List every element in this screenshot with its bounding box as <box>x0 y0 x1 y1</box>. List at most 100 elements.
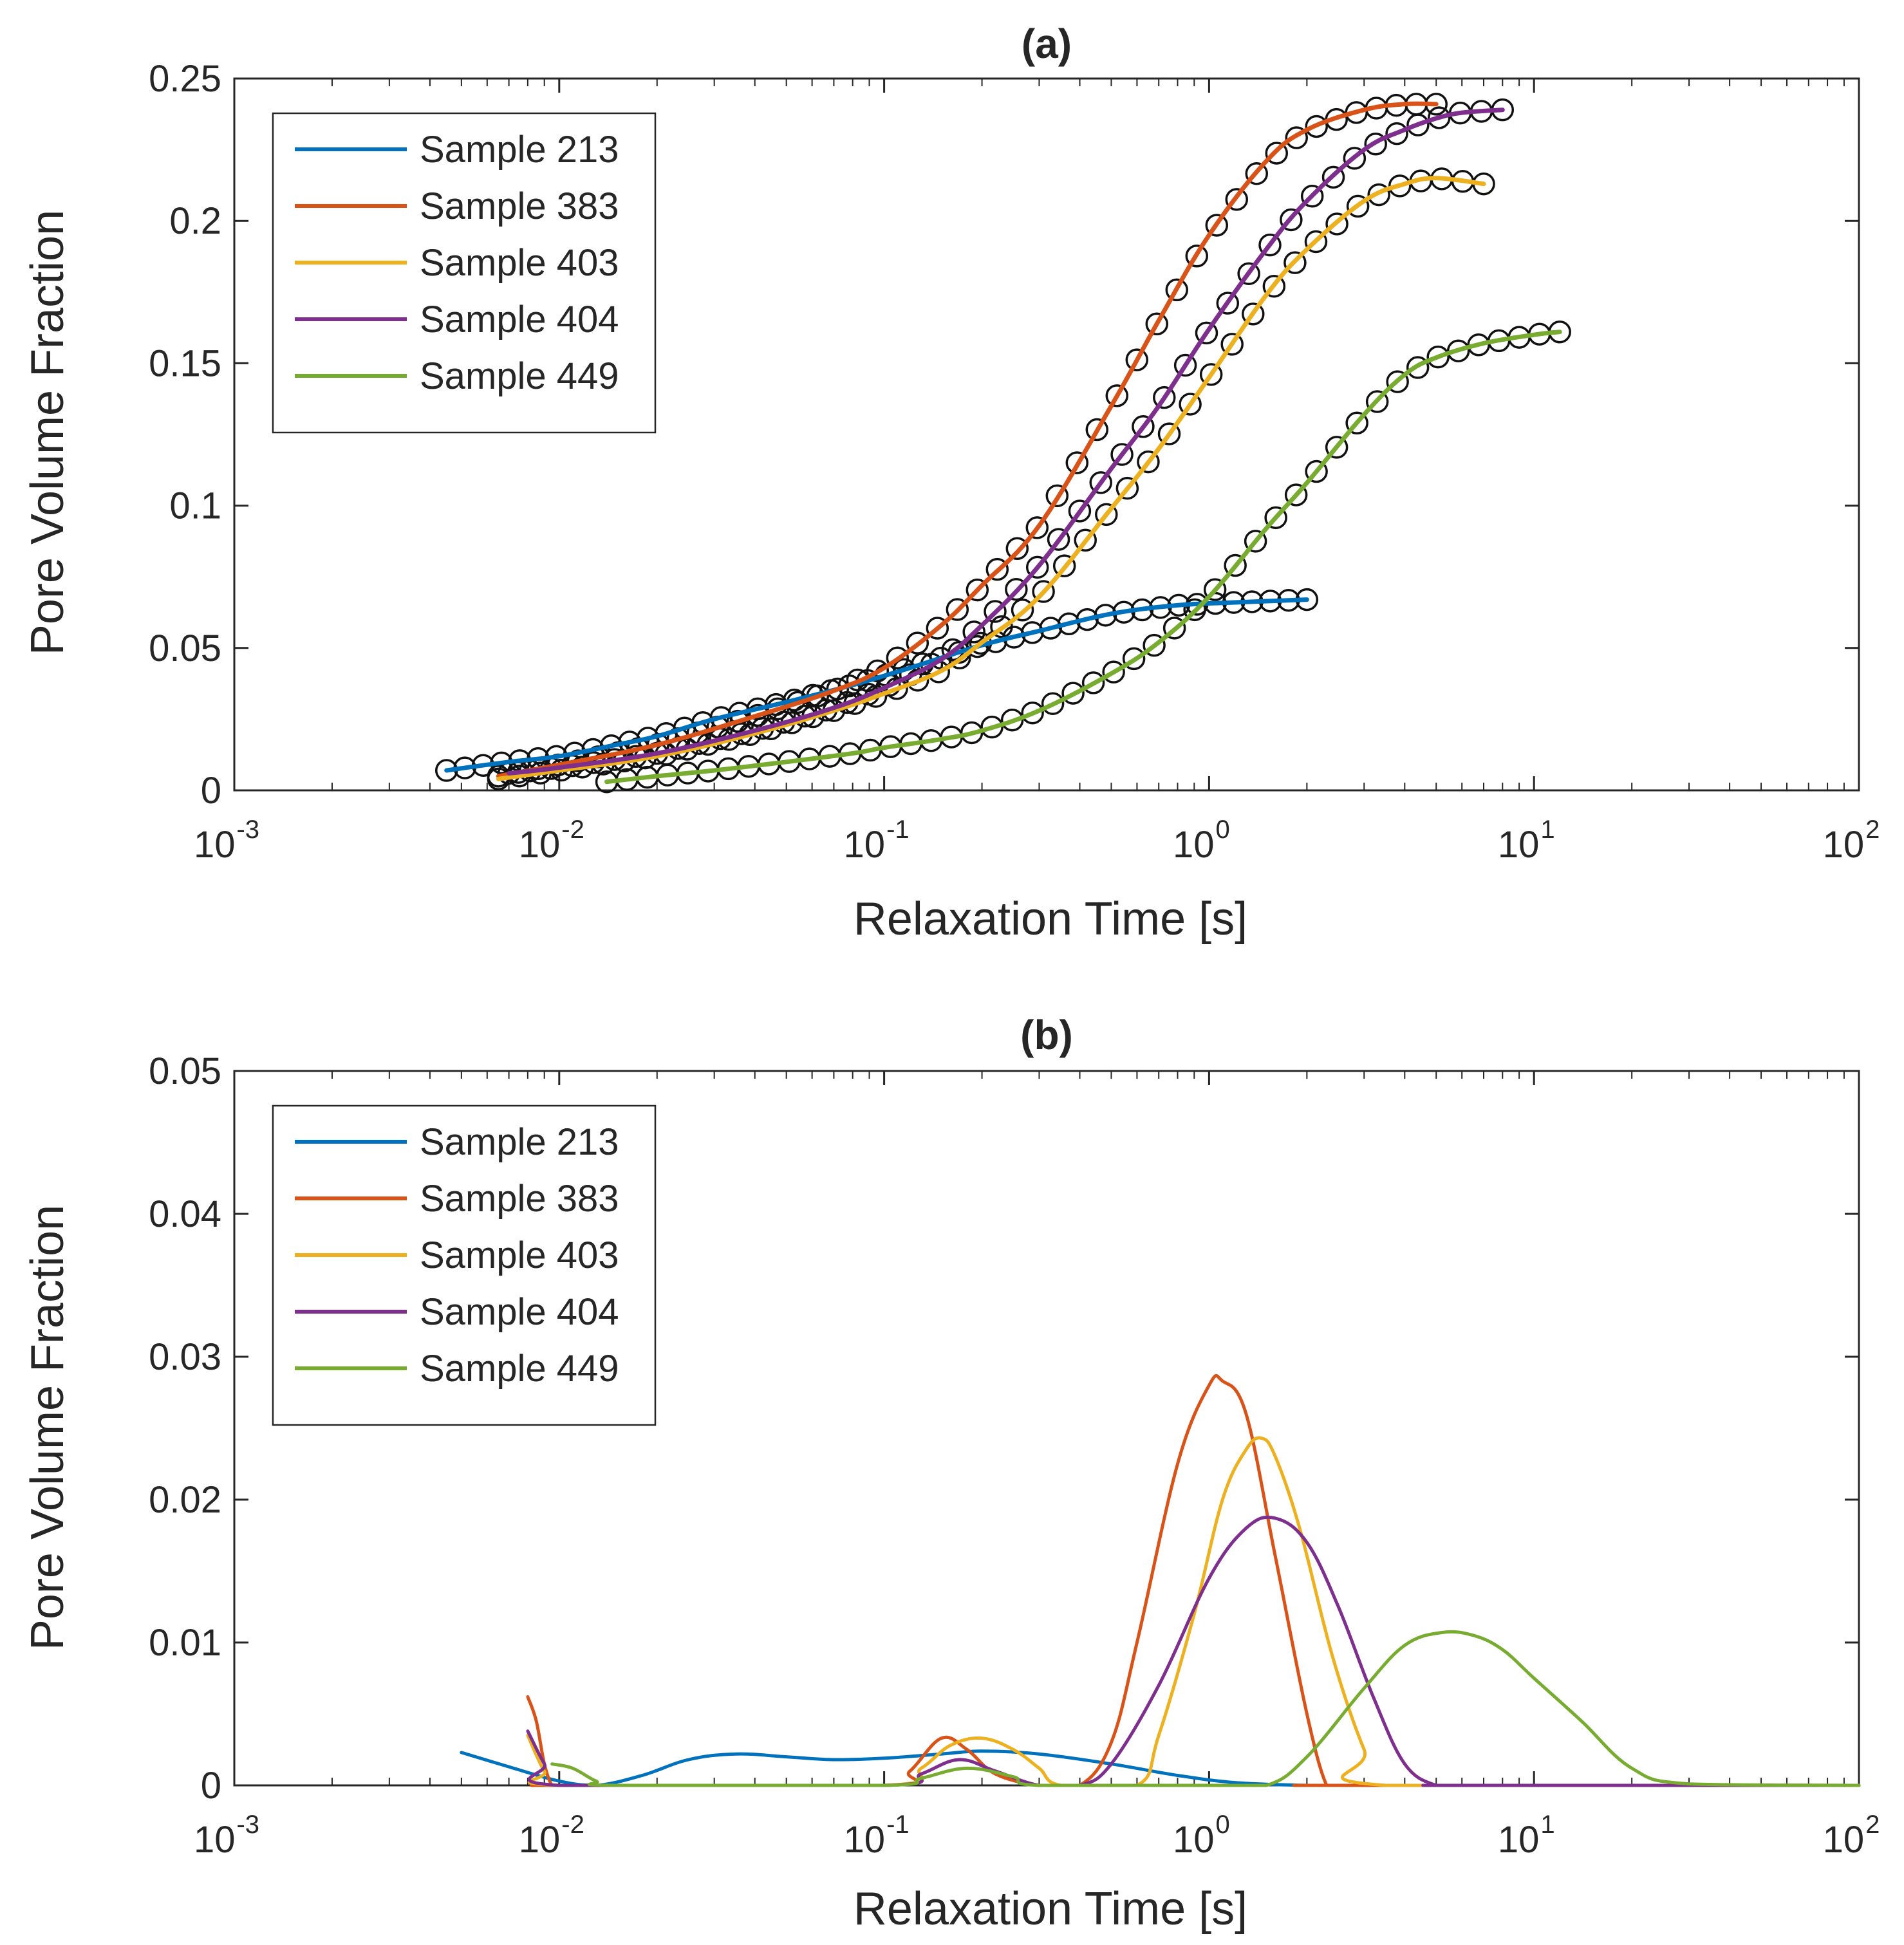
legend-label: Sample 449 <box>420 355 619 397</box>
data-point-marker <box>1110 443 1134 466</box>
data-point-marker <box>1132 415 1155 438</box>
panel-a-ylabel: Pore Volume Fraction <box>22 210 73 655</box>
data-point-marker <box>1321 165 1345 189</box>
data-point-marker <box>1220 333 1244 356</box>
data-point-marker <box>1258 233 1282 257</box>
data-point-marker <box>1032 580 1055 603</box>
data-point-marker <box>1011 599 1034 622</box>
data-point-marker <box>1081 671 1105 694</box>
y-tick-label: 0.05 <box>149 1050 221 1092</box>
data-point-marker <box>1074 528 1097 552</box>
panel-a-ticks <box>233 77 1860 792</box>
data-point-marker <box>1045 484 1069 508</box>
data-point-marker <box>1386 370 1409 393</box>
data-point-marker <box>1095 503 1118 526</box>
data-point-marker <box>1005 577 1028 601</box>
x-tick-label: 101 <box>1498 815 1555 866</box>
x-tick-exponent: -2 <box>561 1810 584 1839</box>
data-point-marker <box>1137 450 1160 474</box>
legend-label: Sample 213 <box>420 129 619 171</box>
data-point-marker <box>1203 578 1227 601</box>
data-point-marker <box>1021 621 1044 644</box>
series-line-sample-449 <box>604 330 1562 785</box>
data-point-marker <box>1225 188 1249 211</box>
panel-b-ytick-labels: 0 0.01 0.02 0.03 0.04 0.05 <box>149 1050 221 1807</box>
data-point-marker <box>1406 113 1430 136</box>
y-tick-label: 0 <box>201 1765 221 1807</box>
data-point-marker <box>1061 682 1085 705</box>
data-point-marker <box>946 598 969 621</box>
y-tick-label: 0.02 <box>149 1479 221 1521</box>
legend-label: Sample 404 <box>420 299 619 340</box>
data-point-marker <box>1041 692 1065 716</box>
data-point-marker <box>1325 436 1349 459</box>
data-point-marker <box>1242 302 1265 326</box>
x-tick-label: 102 <box>1823 815 1880 866</box>
y-tick-label: 0.04 <box>149 1193 221 1235</box>
panel-b-xlabel: Relaxation Time [s] <box>854 1883 1247 1935</box>
x-tick-exponent: -1 <box>886 815 910 844</box>
panel-b-ticks <box>233 1070 1860 1787</box>
data-point-marker <box>1345 411 1368 435</box>
data-point-marker <box>980 715 1003 739</box>
panel-b-legend: Sample 213 Sample 383 Sample 403 Sample 404… <box>272 1104 657 1426</box>
data-point-marker <box>1264 506 1287 530</box>
panel-a-title: (a) <box>1022 21 1072 67</box>
data-point-marker <box>1000 708 1024 732</box>
legend-label: Sample 404 <box>420 1291 619 1333</box>
data-point-marker <box>1285 126 1309 149</box>
x-tick-exponent: -3 <box>236 815 259 844</box>
data-point-marker <box>1305 460 1328 483</box>
data-point-marker <box>1183 598 1206 622</box>
data-point-marker <box>1205 214 1229 237</box>
panel-a-legend: Sample 213 Sample 383 Sample 403 Sample 404… <box>272 112 657 434</box>
data-point-marker <box>1089 471 1112 494</box>
data-point-marker <box>866 659 890 683</box>
data-point-marker <box>1280 208 1303 232</box>
data-point-marker <box>985 557 1009 581</box>
data-point-marker <box>1385 122 1408 145</box>
data-point-marker <box>1388 174 1412 198</box>
data-point-marker <box>1143 633 1166 657</box>
data-point-marker <box>1346 194 1370 218</box>
data-point-marker <box>1068 499 1092 523</box>
data-point-marker <box>906 669 929 692</box>
data-point-marker <box>1122 647 1146 671</box>
data-point-marker <box>1162 617 1186 640</box>
y-tick-label: 0 <box>201 770 221 812</box>
data-point-marker <box>886 646 910 670</box>
panel-b-ylabel: Pore Volume Fraction <box>22 1205 73 1650</box>
data-point-marker <box>1145 312 1169 336</box>
data-point-marker <box>766 697 790 721</box>
legend-label: Sample 403 <box>420 1234 619 1276</box>
data-point-marker <box>1300 185 1324 208</box>
panel-b-xtick-labels: 10-3 10-2 10-1 100 101 102 <box>194 1810 1880 1861</box>
data-point-marker <box>1179 393 1202 416</box>
data-point-marker <box>962 620 985 644</box>
legend-label: Sample 213 <box>420 1121 619 1163</box>
data-point-marker <box>1305 115 1329 138</box>
x-tick-exponent: 1 <box>1540 815 1554 844</box>
data-point-marker <box>1039 617 1062 640</box>
data-point-marker <box>1304 230 1328 254</box>
data-point-marker <box>1224 554 1247 577</box>
legend-label: Sample 383 <box>420 185 619 227</box>
data-point-marker <box>1173 353 1197 377</box>
data-point-marker <box>1265 142 1289 165</box>
data-point-marker <box>1105 384 1129 407</box>
data-point-marker <box>906 631 929 655</box>
data-point-marker <box>1199 363 1223 386</box>
legend-box <box>272 112 657 434</box>
panel-b-title: (b) <box>1020 1012 1073 1058</box>
legend-box <box>272 1104 657 1426</box>
data-point-marker <box>1406 356 1430 379</box>
data-point-marker <box>1216 292 1240 315</box>
y-tick-label: 0.15 <box>149 342 221 384</box>
data-point-marker <box>1025 555 1049 579</box>
data-point-marker <box>926 617 949 640</box>
panel-a-xlabel: Relaxation Time [s] <box>854 893 1247 945</box>
legend-label: Sample 383 <box>420 1178 619 1220</box>
legend-label: Sample 449 <box>420 1348 619 1390</box>
series-line-sample-383 <box>496 101 1439 779</box>
